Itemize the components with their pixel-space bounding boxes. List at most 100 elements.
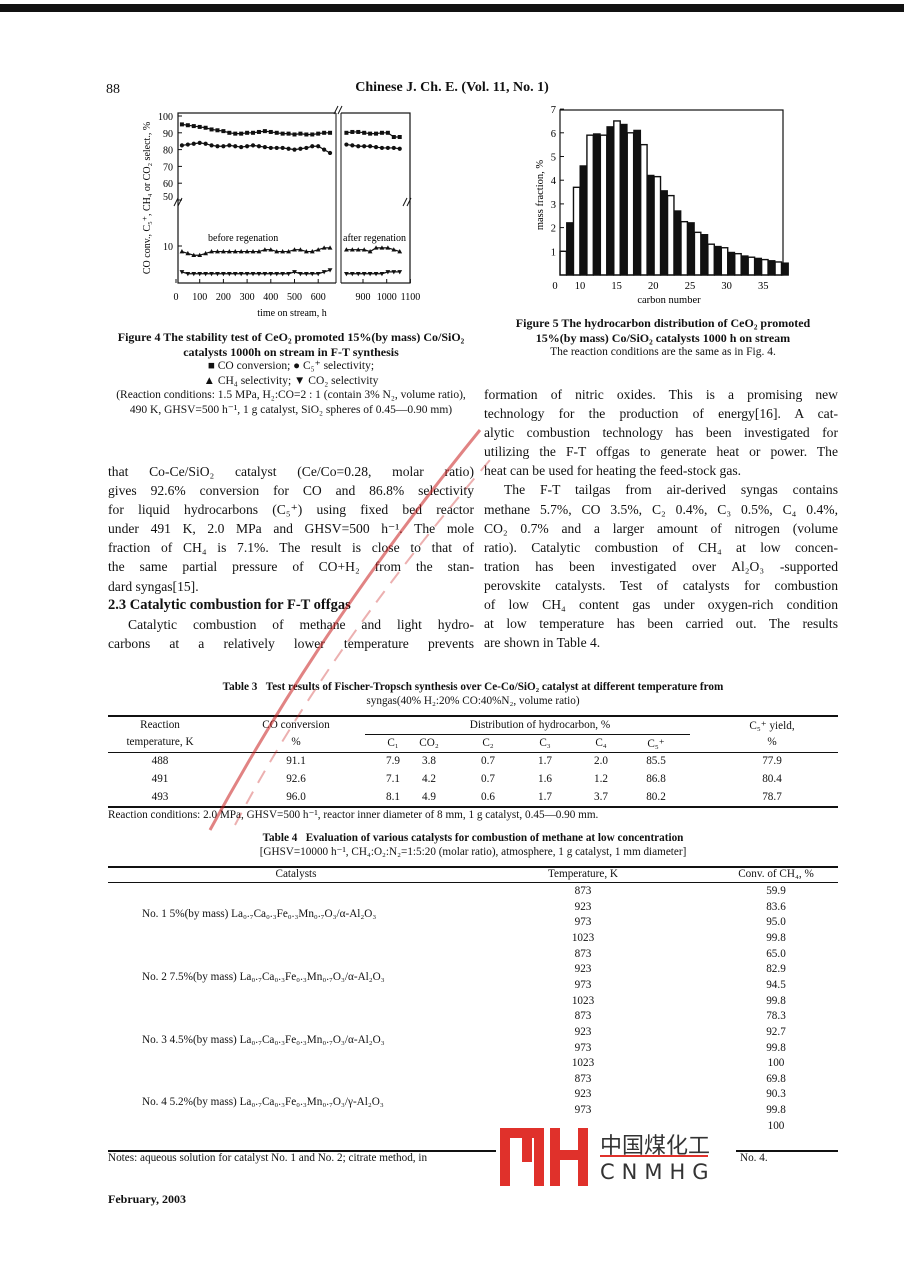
data-point-square [256, 129, 261, 134]
header-c5-yield: C₅⁺ yield, [749, 720, 795, 732]
table-cell: 1.2 [594, 773, 608, 785]
figure-5-title: Figure 5 The hydrocarbon distribution of… [515, 316, 811, 345]
data-point-triangle-down [197, 271, 203, 277]
data-point-triangle-down [221, 271, 226, 277]
table-3-caption: Table 3 Test results of Fischer-Tropsch … [108, 680, 838, 708]
bar-C14 [606, 126, 615, 276]
table-cell: 1.6 [538, 773, 552, 785]
x-tick-label: 35 [758, 281, 769, 292]
x-tick-label: 1100 [401, 292, 421, 303]
data-point-triangle-down [250, 271, 256, 277]
data-point-circle [316, 144, 321, 149]
data-point-square [322, 130, 327, 135]
data-point-triangle-up [191, 252, 197, 258]
y-axis-label: mass fraction, % [535, 160, 546, 231]
bar-C19 [639, 143, 648, 276]
table-4-note-end: No. 4. [740, 1152, 768, 1164]
bar-C32 [727, 251, 736, 276]
data-point-triangle-down [256, 271, 262, 277]
table-cell: 77.9 [762, 755, 782, 767]
y-tick-label: 3 [551, 200, 556, 211]
data-point-circle [256, 144, 262, 149]
x-tick-label: 600 [311, 292, 326, 303]
text-line: are shown in Table 4. [484, 635, 601, 651]
data-point-circle [250, 143, 256, 148]
data-point-triangle-up [221, 249, 226, 254]
logo-mark-icon [500, 1128, 588, 1186]
y-tick-label: 4 [551, 176, 557, 187]
series-line-2 [346, 247, 400, 253]
table-cell: 3.8 [422, 755, 436, 767]
data-point-circle [292, 147, 297, 152]
bar-C37 [760, 258, 769, 276]
bar-C12 [592, 133, 601, 276]
header-sub-0: C₁ [387, 737, 399, 749]
data-point-triangle-up [215, 249, 220, 254]
top-rule [0, 4, 904, 12]
data-point-triangle-down [238, 271, 244, 277]
data-point-triangle-down [397, 270, 403, 275]
text-line: technology for the production of energy[… [484, 406, 838, 422]
data-point-circle [215, 144, 220, 149]
data-point-triangle-up [315, 247, 321, 252]
text-line: heat can be used for heating the feed-st… [484, 463, 742, 479]
y-tick-label: 6 [551, 129, 556, 140]
data-point-circle [286, 146, 291, 151]
header-sub-4: C₄ [595, 737, 607, 749]
data-point-circle [327, 150, 333, 156]
table-cell: 491 [151, 773, 169, 785]
data-point-triangle-down [373, 271, 379, 277]
data-point-circle [262, 144, 267, 150]
data-point-square [233, 131, 238, 136]
table-4-title: Evaluation of various catalysts for comb… [305, 832, 684, 844]
catalyst-label: No. 2 7.5%(by mass) La₀.₇Ca₀.₃Fe₀.₃Mn₀.₇… [142, 971, 385, 984]
data-point-triangle-down [349, 271, 355, 277]
conversion-cell: 65.0 [766, 947, 786, 960]
bar-C33 [734, 252, 742, 276]
data-point-circle [304, 145, 309, 151]
data-point-circle [385, 145, 390, 151]
x-tick-label: 1000 [377, 292, 397, 303]
x-tick-label: 25 [685, 281, 696, 292]
data-point-triangle-up [298, 247, 303, 252]
y-tick-label: 90 [163, 129, 173, 140]
temperature-cell: 873 [574, 947, 592, 960]
data-point-square [316, 131, 321, 136]
header-sub-2: C₂ [482, 737, 494, 749]
header-co-conversion: CO conversion [262, 719, 330, 731]
data-point-triangle-down [232, 271, 238, 277]
plot-frame [559, 109, 784, 276]
data-point-square [310, 132, 315, 137]
data-point-triangle-down [209, 271, 214, 277]
data-point-circle [179, 143, 185, 148]
table-cell: 0.7 [481, 755, 495, 767]
data-point-circle [310, 144, 315, 149]
data-point-triangle-down [274, 271, 280, 277]
bar-C20 [646, 174, 655, 276]
data-point-circle [203, 141, 208, 146]
x-tick-label: 15 [611, 281, 622, 292]
series-line-1 [346, 143, 400, 150]
table-top-rule [108, 866, 838, 868]
data-point-triangle-down [344, 271, 349, 277]
data-point-triangle-down [226, 271, 232, 277]
data-point-square [268, 129, 273, 134]
data-point-triangle-down [292, 270, 297, 275]
data-point-triangle-down [268, 271, 274, 277]
text-line: at low temperature has been carried out.… [484, 616, 838, 632]
data-point-triangle-down [303, 271, 309, 277]
data-point-triangle-down [244, 271, 250, 277]
header-catalysts: Catalysts [275, 868, 317, 880]
temperature-cell: 1023 [571, 1057, 595, 1070]
conversion-cell: 78.3 [766, 1010, 786, 1023]
table-cell: 7.1 [386, 773, 400, 785]
text-line: alytic combustion technology has been in… [484, 425, 838, 441]
text-line: The F-T tailgas from air-derived syngas … [504, 482, 838, 498]
text-line: utilizing the F-T offgas to generate hea… [484, 444, 838, 460]
temperature-cell: 873 [574, 1010, 592, 1023]
conversion-cell: 100 [767, 1057, 785, 1070]
x-tick-label: 500 [287, 292, 302, 303]
data-point-triangle-up [361, 247, 367, 252]
temperature-cell: 923 [574, 1025, 592, 1038]
data-point-square [203, 125, 208, 130]
